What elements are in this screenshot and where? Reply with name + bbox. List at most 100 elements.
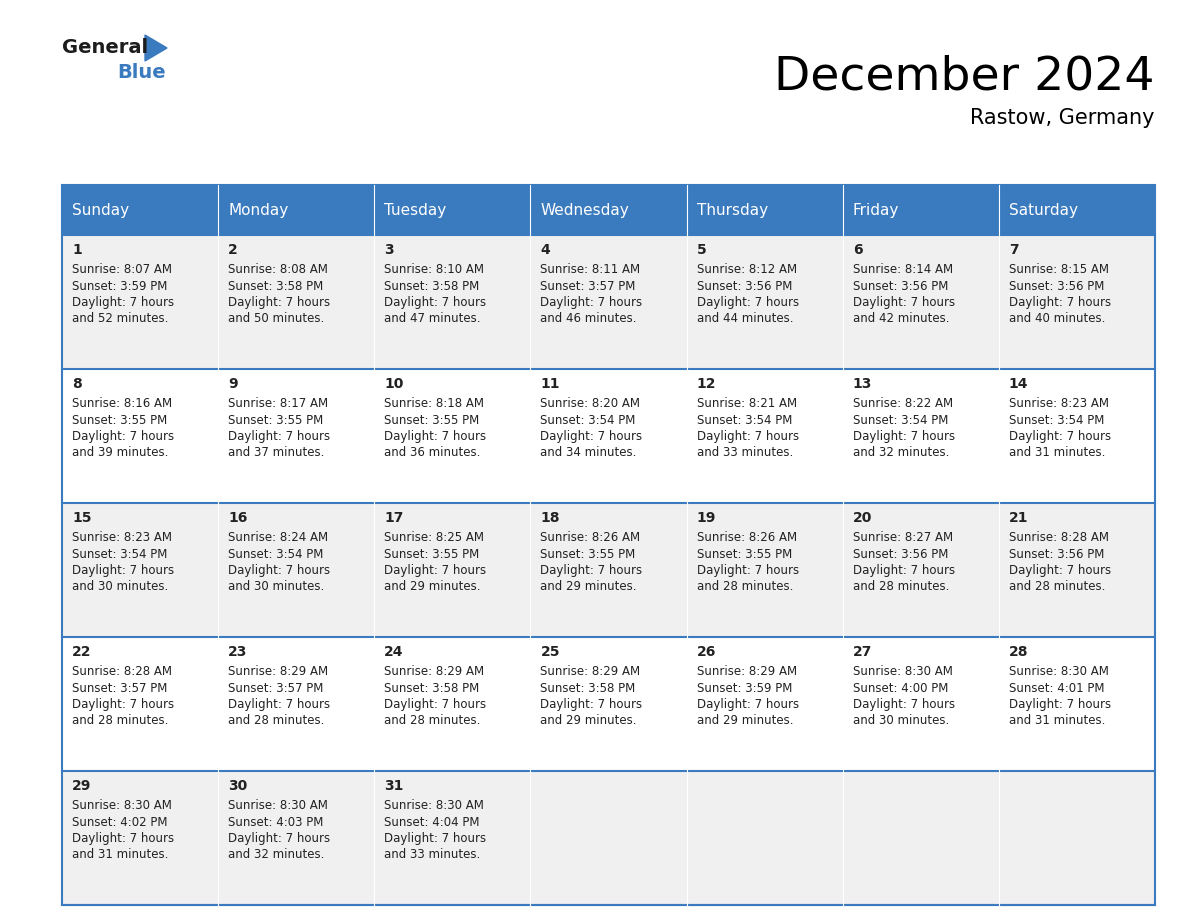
Text: Sunrise: 8:08 AM: Sunrise: 8:08 AM <box>228 263 328 276</box>
Text: Daylight: 7 hours: Daylight: 7 hours <box>853 430 955 443</box>
Text: Sunrise: 8:30 AM: Sunrise: 8:30 AM <box>72 799 172 812</box>
Text: and 42 minutes.: and 42 minutes. <box>853 312 949 326</box>
Text: Daylight: 7 hours: Daylight: 7 hours <box>1009 698 1111 711</box>
Text: Daylight: 7 hours: Daylight: 7 hours <box>384 698 486 711</box>
Text: Daylight: 7 hours: Daylight: 7 hours <box>696 296 798 309</box>
Text: 18: 18 <box>541 511 560 525</box>
Text: December 2024: December 2024 <box>775 55 1155 100</box>
Text: Sunrise: 8:29 AM: Sunrise: 8:29 AM <box>541 665 640 678</box>
Text: Sunrise: 8:26 AM: Sunrise: 8:26 AM <box>696 531 797 544</box>
Text: Sunrise: 8:21 AM: Sunrise: 8:21 AM <box>696 397 797 410</box>
Text: Daylight: 7 hours: Daylight: 7 hours <box>228 296 330 309</box>
Text: and 39 minutes.: and 39 minutes. <box>72 446 169 460</box>
Text: 4: 4 <box>541 243 550 257</box>
Text: and 29 minutes.: and 29 minutes. <box>384 580 481 594</box>
Text: Daylight: 7 hours: Daylight: 7 hours <box>853 564 955 577</box>
Text: Daylight: 7 hours: Daylight: 7 hours <box>228 430 330 443</box>
Text: Friday: Friday <box>853 203 899 218</box>
Text: Sunset: 3:55 PM: Sunset: 3:55 PM <box>384 547 480 561</box>
Text: Daylight: 7 hours: Daylight: 7 hours <box>228 564 330 577</box>
Text: 9: 9 <box>228 377 238 391</box>
Text: and 28 minutes.: and 28 minutes. <box>72 714 169 727</box>
Text: and 31 minutes.: and 31 minutes. <box>1009 714 1105 727</box>
Bar <box>62 185 1155 905</box>
Text: Sunset: 3:54 PM: Sunset: 3:54 PM <box>853 413 948 427</box>
Text: and 31 minutes.: and 31 minutes. <box>1009 446 1105 460</box>
Text: Sunset: 3:58 PM: Sunset: 3:58 PM <box>541 681 636 695</box>
Text: Blue: Blue <box>116 63 165 82</box>
Text: Sunset: 4:02 PM: Sunset: 4:02 PM <box>72 815 168 829</box>
Text: Saturday: Saturday <box>1009 203 1078 218</box>
Text: 22: 22 <box>72 645 91 659</box>
Text: Sunset: 4:03 PM: Sunset: 4:03 PM <box>228 815 323 829</box>
Text: and 32 minutes.: and 32 minutes. <box>228 848 324 861</box>
Text: General: General <box>62 38 148 57</box>
Text: Sunrise: 8:23 AM: Sunrise: 8:23 AM <box>1009 397 1108 410</box>
Text: 31: 31 <box>384 779 404 793</box>
Text: Sunrise: 8:18 AM: Sunrise: 8:18 AM <box>384 397 485 410</box>
Text: and 50 minutes.: and 50 minutes. <box>228 312 324 326</box>
Text: and 37 minutes.: and 37 minutes. <box>228 446 324 460</box>
Text: Daylight: 7 hours: Daylight: 7 hours <box>384 296 486 309</box>
Text: and 47 minutes.: and 47 minutes. <box>384 312 481 326</box>
Text: Sunrise: 8:23 AM: Sunrise: 8:23 AM <box>72 531 172 544</box>
Polygon shape <box>145 35 168 61</box>
Text: Sunrise: 8:17 AM: Sunrise: 8:17 AM <box>228 397 328 410</box>
Text: Sunrise: 8:20 AM: Sunrise: 8:20 AM <box>541 397 640 410</box>
Text: 13: 13 <box>853 377 872 391</box>
Text: Sunrise: 8:30 AM: Sunrise: 8:30 AM <box>1009 665 1108 678</box>
Text: Daylight: 7 hours: Daylight: 7 hours <box>853 698 955 711</box>
Text: Daylight: 7 hours: Daylight: 7 hours <box>696 564 798 577</box>
Text: Sunrise: 8:24 AM: Sunrise: 8:24 AM <box>228 531 328 544</box>
Bar <box>62 637 1155 771</box>
Text: Sunset: 4:00 PM: Sunset: 4:00 PM <box>853 681 948 695</box>
Text: Rastow, Germany: Rastow, Germany <box>971 108 1155 128</box>
Text: Monday: Monday <box>228 203 289 218</box>
Text: 1: 1 <box>72 243 82 257</box>
Text: and 28 minutes.: and 28 minutes. <box>1009 580 1105 594</box>
Text: Daylight: 7 hours: Daylight: 7 hours <box>72 296 175 309</box>
Text: Sunset: 3:57 PM: Sunset: 3:57 PM <box>228 681 323 695</box>
Text: 17: 17 <box>384 511 404 525</box>
Text: Daylight: 7 hours: Daylight: 7 hours <box>1009 296 1111 309</box>
Text: Daylight: 7 hours: Daylight: 7 hours <box>228 832 330 845</box>
Text: Daylight: 7 hours: Daylight: 7 hours <box>228 698 330 711</box>
Text: Daylight: 7 hours: Daylight: 7 hours <box>541 564 643 577</box>
Text: Sunrise: 8:25 AM: Sunrise: 8:25 AM <box>384 531 485 544</box>
Text: Sunset: 3:54 PM: Sunset: 3:54 PM <box>696 413 792 427</box>
Text: Sunrise: 8:29 AM: Sunrise: 8:29 AM <box>228 665 328 678</box>
Text: Sunset: 3:55 PM: Sunset: 3:55 PM <box>541 547 636 561</box>
Text: 16: 16 <box>228 511 247 525</box>
Text: and 30 minutes.: and 30 minutes. <box>72 580 169 594</box>
Text: 23: 23 <box>228 645 247 659</box>
Text: Sunrise: 8:14 AM: Sunrise: 8:14 AM <box>853 263 953 276</box>
Text: and 28 minutes.: and 28 minutes. <box>853 580 949 594</box>
Text: Wednesday: Wednesday <box>541 203 630 218</box>
Text: Sunset: 3:56 PM: Sunset: 3:56 PM <box>1009 279 1104 293</box>
Text: Sunset: 3:56 PM: Sunset: 3:56 PM <box>853 547 948 561</box>
Text: Sunset: 3:55 PM: Sunset: 3:55 PM <box>696 547 792 561</box>
Text: and 32 minutes.: and 32 minutes. <box>853 446 949 460</box>
Text: and 28 minutes.: and 28 minutes. <box>384 714 481 727</box>
Text: Daylight: 7 hours: Daylight: 7 hours <box>384 832 486 845</box>
Text: Sunrise: 8:10 AM: Sunrise: 8:10 AM <box>384 263 485 276</box>
Text: and 31 minutes.: and 31 minutes. <box>72 848 169 861</box>
Text: and 44 minutes.: and 44 minutes. <box>696 312 794 326</box>
Text: Daylight: 7 hours: Daylight: 7 hours <box>72 698 175 711</box>
Text: and 30 minutes.: and 30 minutes. <box>853 714 949 727</box>
Text: and 29 minutes.: and 29 minutes. <box>696 714 794 727</box>
Bar <box>62 235 1155 369</box>
Text: Daylight: 7 hours: Daylight: 7 hours <box>541 430 643 443</box>
Text: Sunrise: 8:27 AM: Sunrise: 8:27 AM <box>853 531 953 544</box>
Bar <box>62 503 1155 637</box>
Text: Sunrise: 8:22 AM: Sunrise: 8:22 AM <box>853 397 953 410</box>
Text: Sunrise: 8:11 AM: Sunrise: 8:11 AM <box>541 263 640 276</box>
Text: 10: 10 <box>384 377 404 391</box>
Text: Sunset: 3:54 PM: Sunset: 3:54 PM <box>1009 413 1104 427</box>
Text: and 33 minutes.: and 33 minutes. <box>384 848 480 861</box>
Text: Sunset: 4:04 PM: Sunset: 4:04 PM <box>384 815 480 829</box>
Text: and 28 minutes.: and 28 minutes. <box>696 580 792 594</box>
Text: 30: 30 <box>228 779 247 793</box>
Text: Tuesday: Tuesday <box>384 203 447 218</box>
Text: Daylight: 7 hours: Daylight: 7 hours <box>696 698 798 711</box>
